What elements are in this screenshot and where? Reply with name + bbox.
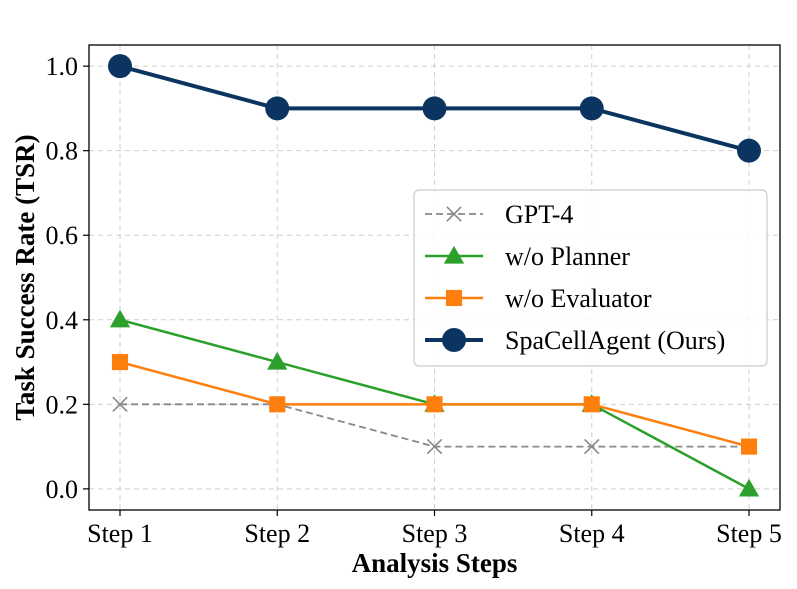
data-point-circle [579, 96, 604, 121]
series-group [108, 54, 761, 497]
data-point-x [446, 206, 462, 222]
x-tick-label: Step 3 [402, 519, 468, 548]
legend-label: GPT-4 [505, 200, 573, 229]
legend-label: w/o Planner [505, 242, 630, 271]
x-tick-label: Step 2 [244, 519, 310, 548]
data-point-x [584, 438, 600, 455]
legend: GPT-4 w/o Planner w/o Evaluator SpaCellAgen… [413, 189, 768, 367]
y-tick-label: 0.4 [46, 306, 79, 335]
y-tick-label: 0.6 [46, 221, 79, 250]
data-point-square [445, 289, 463, 307]
y-axis-label: Task Success Rate (TSR) [10, 134, 40, 420]
x-tick-label: Step 1 [87, 519, 153, 548]
data-point-square [111, 353, 129, 371]
x-tick-label: Step 5 [716, 519, 782, 548]
data-point-circle [422, 96, 447, 121]
data-point-x [426, 438, 443, 455]
x-axis-ticks: Step 1 Step 2 Step 3 Step 4 Step 5 [87, 510, 782, 548]
series-w-o-evaluator [111, 353, 758, 455]
data-point-x-stroke [584, 438, 600, 455]
data-point-triangle [738, 478, 760, 497]
data-point-x-stroke [112, 396, 128, 413]
y-axis-ticks: 0.0 0.2 0.4 0.6 0.8 1.0 [46, 52, 89, 504]
data-point-circle [737, 138, 761, 163]
series-spacellagent-ours [108, 54, 761, 163]
data-point-square [426, 396, 443, 413]
x-tick-label: Step 4 [559, 519, 625, 548]
data-point-triangle [109, 309, 131, 328]
y-tick-label: 0.0 [46, 475, 79, 504]
data-point-circle [265, 96, 290, 121]
data-point-square [583, 396, 600, 413]
data-point-circle [108, 54, 132, 79]
y-tick-label: 0.2 [46, 390, 79, 419]
x-axis-label: Analysis Steps [352, 548, 518, 578]
y-tick-label: 0.8 [46, 137, 79, 166]
data-point-triangle [267, 351, 288, 370]
legend-item: w/o Planner [425, 242, 630, 271]
data-point-square [269, 396, 286, 413]
data-point-x-stroke [446, 206, 462, 222]
legend-item: SpaCellAgent (Ours) [425, 326, 725, 355]
data-point-x [112, 396, 128, 413]
legend-item: GPT-4 [425, 200, 573, 229]
legend-item: w/o Evaluator [425, 284, 652, 313]
data-point-triangle [443, 245, 465, 264]
y-tick-label: 1.0 [46, 52, 79, 81]
legend-label: w/o Evaluator [505, 284, 652, 313]
data-point-circle [442, 328, 466, 352]
data-point-x-stroke [426, 438, 443, 455]
legend-label: SpaCellAgent (Ours) [505, 326, 725, 355]
data-point-square [740, 438, 758, 455]
legend-box [413, 189, 768, 367]
